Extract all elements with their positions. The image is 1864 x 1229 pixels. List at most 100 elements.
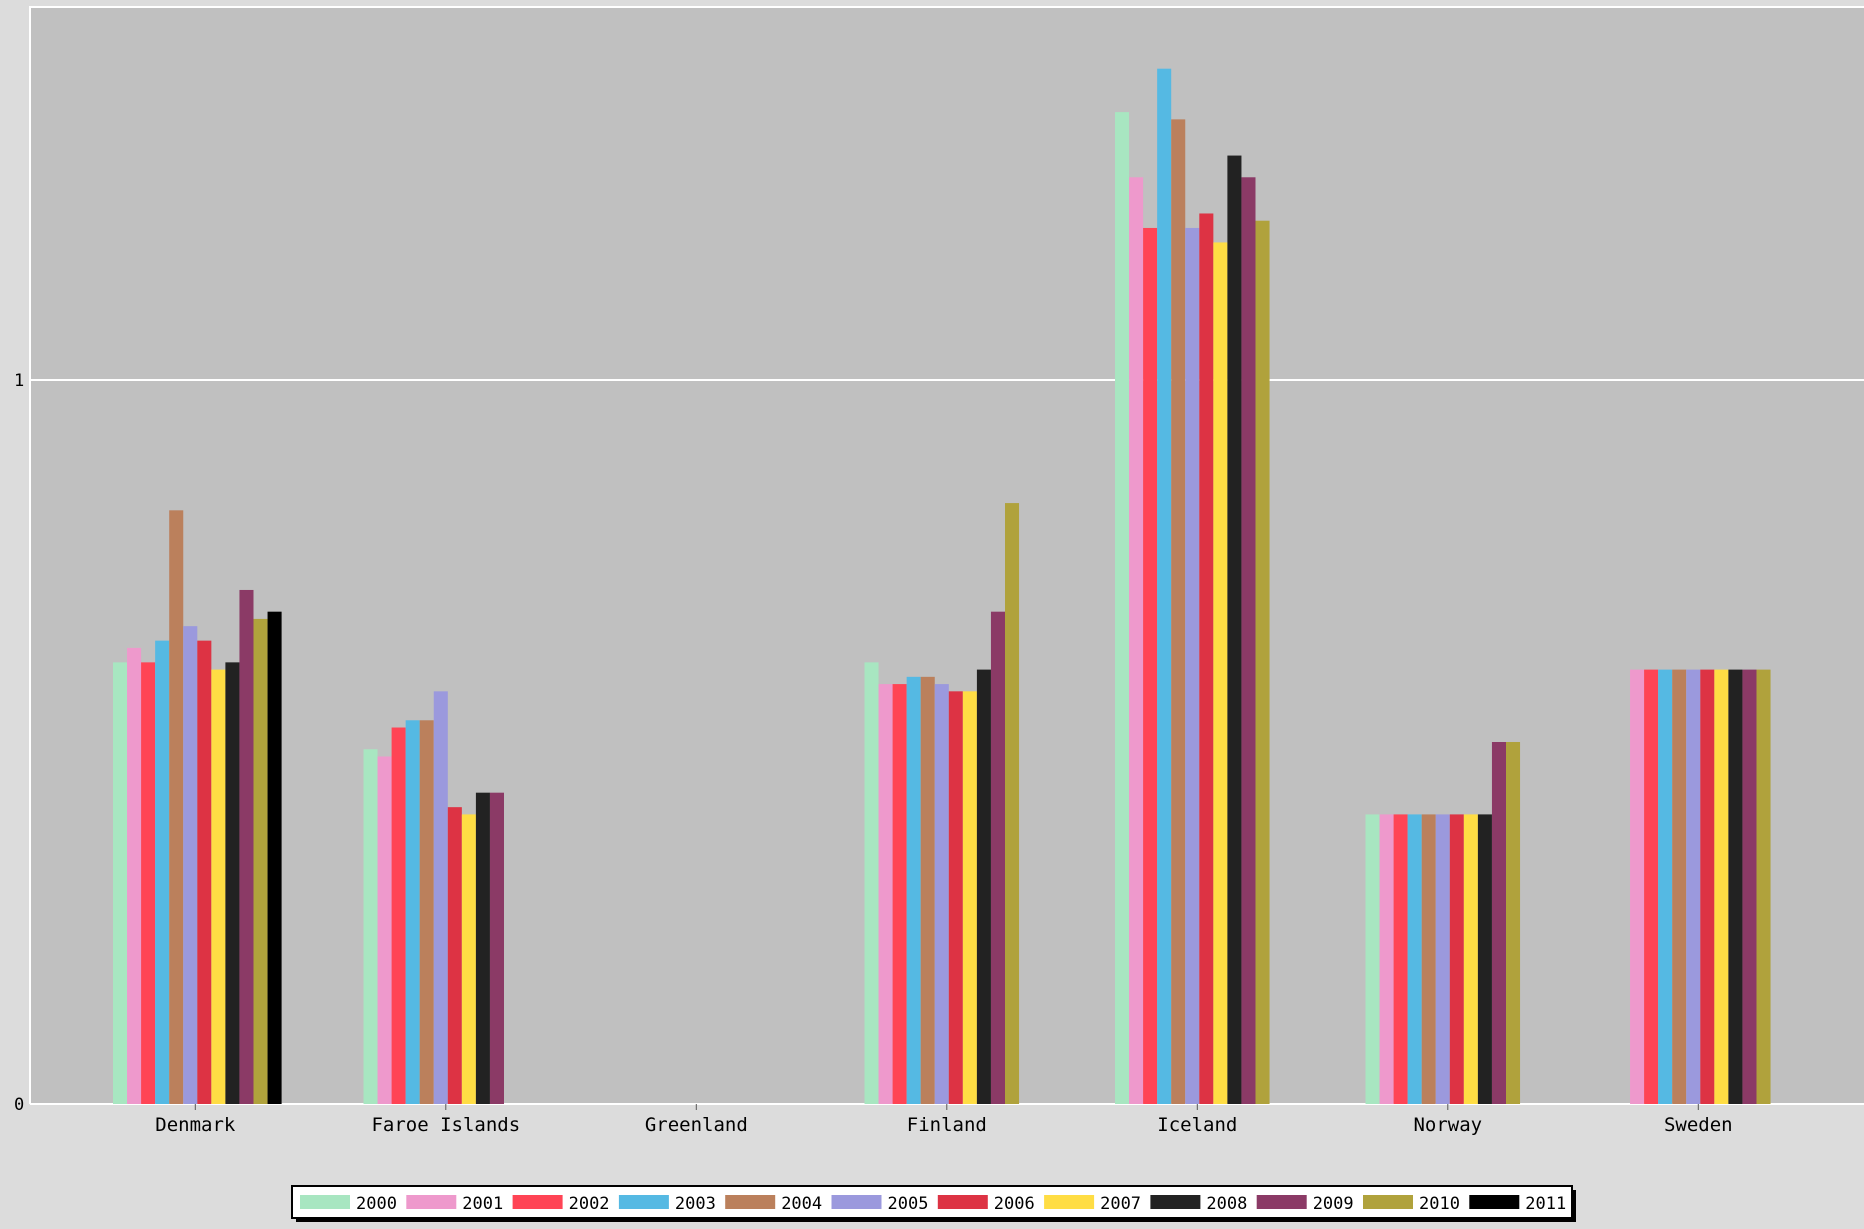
legend-swatch	[406, 1195, 457, 1209]
x-tick-label: Sweden	[1664, 1114, 1733, 1136]
bar-group	[113, 510, 282, 1104]
bar	[475, 792, 490, 1104]
bar	[962, 691, 977, 1104]
bar	[990, 611, 1005, 1104]
bar	[1756, 669, 1771, 1104]
legend-label: 2000	[356, 1194, 397, 1214]
legend-label: 2011	[1525, 1194, 1566, 1214]
legend-label: 2004	[781, 1194, 822, 1214]
bar	[253, 618, 268, 1104]
bar	[183, 626, 198, 1104]
legend-swatch	[1150, 1195, 1201, 1209]
bar	[1672, 669, 1687, 1104]
legend-item: 2000	[300, 1194, 397, 1214]
legend-label: 2008	[1206, 1194, 1247, 1214]
bar	[169, 510, 184, 1104]
bar	[419, 720, 434, 1104]
bar	[377, 756, 392, 1104]
bar	[1449, 814, 1464, 1104]
y-tick-label: 0	[14, 1095, 24, 1115]
bar	[447, 807, 462, 1104]
legend-swatch	[618, 1195, 669, 1209]
bar	[1199, 213, 1214, 1105]
bar	[1255, 220, 1270, 1105]
bar	[1115, 112, 1130, 1105]
bar-group	[1365, 742, 1521, 1104]
legend-label: 2010	[1419, 1194, 1460, 1214]
legend-box	[291, 1185, 1573, 1219]
bar	[1714, 669, 1729, 1104]
bar	[934, 684, 949, 1104]
bar	[1435, 814, 1450, 1104]
legend-swatch	[725, 1195, 776, 1209]
legend-item: 2007	[1044, 1194, 1141, 1214]
bar	[1742, 669, 1757, 1104]
legend-swatch	[300, 1195, 350, 1209]
bar	[1644, 669, 1659, 1104]
bar	[405, 720, 420, 1104]
legend: 2000 2001 2002 2003 2004 2005 2006 2007 2008 2009…	[291, 1185, 1576, 1222]
bar	[141, 662, 156, 1104]
bar	[1379, 814, 1394, 1104]
bar	[1491, 742, 1506, 1104]
legend-label: 2001	[462, 1194, 503, 1214]
legend-swatch	[1363, 1195, 1413, 1209]
legend-item: 2011	[1469, 1194, 1566, 1214]
bar	[1658, 669, 1673, 1104]
bar	[1157, 68, 1172, 1104]
bar	[489, 792, 504, 1104]
legend-label: 2006	[994, 1194, 1035, 1214]
legend-item: 2009	[1256, 1194, 1354, 1214]
bar	[1185, 227, 1200, 1104]
bar	[197, 640, 212, 1104]
bar	[976, 669, 991, 1104]
bar	[267, 611, 282, 1104]
bar	[1477, 814, 1492, 1104]
y-tick-label: 1	[14, 371, 24, 391]
bars	[113, 68, 1771, 1105]
legend-swatch	[1256, 1195, 1307, 1209]
x-tick-label: Iceland	[1157, 1114, 1237, 1136]
legend-label: 2002	[569, 1194, 610, 1214]
legend-item: 2004	[725, 1194, 822, 1214]
bar	[391, 727, 406, 1104]
legend-item: 2005	[831, 1194, 929, 1214]
bar	[878, 684, 893, 1104]
bar-group	[1630, 669, 1771, 1104]
legend-item: 2006	[937, 1194, 1035, 1214]
legend-label: 2005	[888, 1194, 929, 1214]
bar	[1227, 155, 1242, 1104]
bar	[211, 669, 226, 1104]
bar	[155, 640, 170, 1104]
bar	[1686, 669, 1701, 1104]
legend-label: 2007	[1100, 1194, 1141, 1214]
legend-label: 2009	[1313, 1194, 1354, 1214]
bar	[1365, 814, 1380, 1104]
bar	[1630, 669, 1645, 1104]
bar	[461, 814, 476, 1104]
bar	[1213, 242, 1228, 1104]
bar	[433, 691, 448, 1104]
bar-group	[1115, 68, 1270, 1105]
bar	[1421, 814, 1436, 1104]
bar	[1241, 177, 1256, 1104]
bar	[920, 676, 935, 1104]
legend-item: 2003	[618, 1194, 716, 1214]
bar-group	[864, 503, 1020, 1105]
legend-item: 2008	[1150, 1194, 1247, 1214]
bar-group	[363, 691, 504, 1104]
legend-item: 2002	[512, 1194, 610, 1214]
legend-swatch	[937, 1195, 988, 1209]
bar	[948, 691, 963, 1104]
bar	[1463, 814, 1478, 1104]
legend-item: 2010	[1363, 1194, 1460, 1214]
bar	[864, 662, 879, 1104]
y-axis-ticks: 01	[14, 371, 24, 1115]
bar	[1005, 503, 1020, 1105]
legend-item: 2001	[406, 1194, 503, 1214]
bar	[1143, 227, 1158, 1104]
legend-swatch	[831, 1195, 882, 1209]
x-axis-ticks: Denmark Faroe Islands Greenland Finland Icel…	[155, 1104, 1733, 1136]
